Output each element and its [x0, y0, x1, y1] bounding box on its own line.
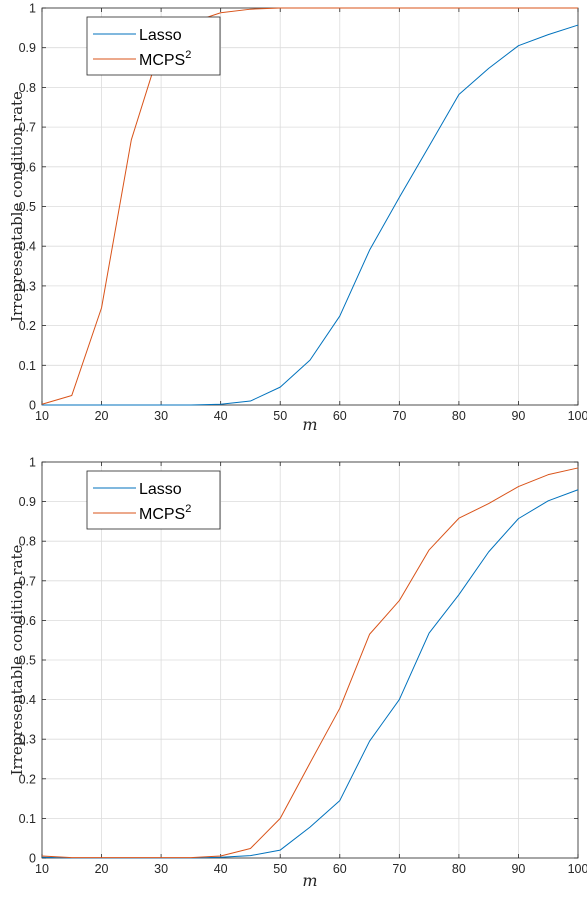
series-line-lasso [42, 24, 579, 406]
x-tick-label: 70 [392, 409, 406, 423]
y-tick-label: 0.7 [19, 574, 36, 588]
y-tick-label: 0.3 [19, 733, 36, 747]
y-tick-label: 0.9 [19, 41, 36, 55]
y-tick-label: 0.5 [19, 200, 36, 214]
x-tick-label: 100 [568, 862, 587, 876]
x-tick-label: 10 [35, 409, 49, 423]
legend-box [86, 470, 221, 530]
x-axis-label: m [302, 871, 317, 890]
x-tick-label: 30 [154, 862, 168, 876]
x-tick-label: 60 [333, 862, 347, 876]
x-tick-label: 90 [511, 862, 525, 876]
y-tick-label: 0.8 [19, 81, 36, 95]
y-axis-label: Irrepresentable condition rate [8, 91, 26, 322]
legend-label-lasso: Lasso [139, 481, 182, 498]
y-tick-label: 1 [29, 456, 36, 470]
x-tick-label: 20 [95, 409, 109, 423]
y-tick-label: 0.4 [19, 693, 36, 707]
y-tick-label: 0.8 [19, 535, 36, 549]
y-tick-label: 0.1 [19, 359, 36, 373]
y-tick-label: 0.2 [19, 772, 36, 786]
y-tick-label: 0.1 [19, 812, 36, 826]
y-tick-label: 0.4 [19, 240, 36, 254]
series-line-mcps [41, 467, 579, 859]
x-tick-label: 40 [214, 409, 228, 423]
legend-label-mcps: MCPS2 [139, 49, 191, 69]
x-tick-label: 10 [35, 862, 49, 876]
legend: Lasso MCPS2 [86, 470, 221, 530]
legend-superscript: 2 [185, 503, 191, 515]
y-tick-label: 0.2 [19, 319, 36, 333]
x-axis-label: m [302, 415, 317, 434]
series-line-mcps [41, 7, 578, 405]
y-axis-label: Irrepresentable condition rate [8, 544, 26, 775]
legend-label-mcps: MCPS2 [139, 503, 191, 523]
chart-panel-2: 10 20 30 40 50 60 70 80 90 100 0 0.1 0.2 0.3 0.4 0.5 0.6… [8, 456, 587, 891]
chart-panel-1: 10 20 30 40 50 60 70 80 90 100 0 0.1 0.2 0.3 0.4 0.5 0.6… [8, 2, 587, 435]
y-tick-label: 0.6 [19, 160, 36, 174]
x-tick-label: 50 [273, 862, 287, 876]
y-tick-label: 0 [29, 399, 36, 413]
y-tick-label: 0.3 [19, 279, 36, 293]
x-tick-label: 30 [154, 409, 168, 423]
legend-label-lasso: Lasso [139, 27, 182, 44]
y-tick-label: 0.6 [19, 614, 36, 628]
x-tick-label: 70 [392, 862, 406, 876]
x-tick-label: 40 [214, 862, 228, 876]
x-tick-label: 80 [452, 862, 466, 876]
legend: Lasso MCPS2 [86, 16, 221, 76]
y-tick-label: 0.5 [19, 654, 36, 668]
legend-superscript: 2 [185, 49, 191, 61]
y-tick-label: 0.9 [19, 495, 36, 509]
x-tick-label: 90 [511, 409, 525, 423]
x-tick-label: 60 [333, 409, 347, 423]
x-tick-label: 20 [95, 862, 109, 876]
x-tick-label: 100 [568, 409, 587, 423]
y-tick-label: 0.7 [19, 121, 36, 135]
x-tick-label: 50 [273, 409, 287, 423]
y-tick-label: 0 [29, 852, 36, 866]
x-tick-label: 80 [452, 409, 466, 423]
legend-box [86, 16, 221, 76]
y-tick-label: 1 [29, 2, 36, 16]
